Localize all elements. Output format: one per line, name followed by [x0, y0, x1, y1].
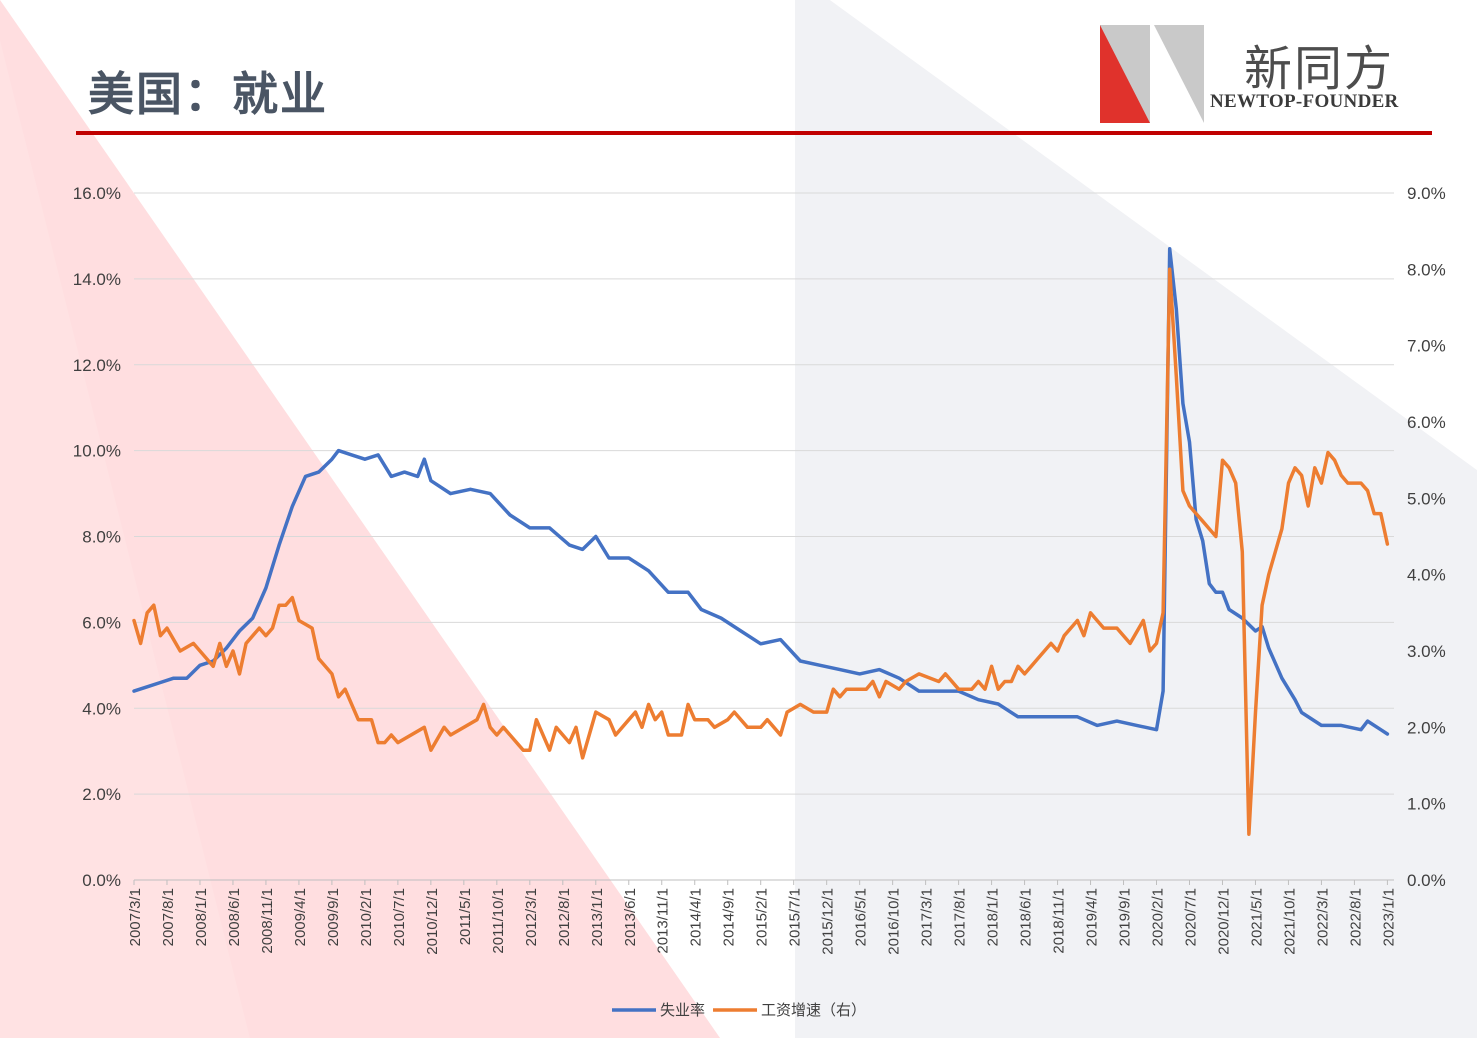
x-tick-label: 2008/6/1	[226, 888, 243, 946]
logo-chinese-name: 新同方	[1244, 41, 1395, 97]
y-right-tick-label: 3.0%	[1407, 642, 1446, 661]
x-tick-label: 2020/12/1	[1215, 888, 1232, 955]
background-grey-panel	[795, 0, 1477, 1038]
y-left-tick-label: 16.0%	[73, 184, 121, 203]
y-right-tick-label: 5.0%	[1407, 489, 1446, 508]
title-underline	[76, 131, 1432, 135]
left-y-axis: 0.0% 2.0% 4.0% 6.0% 8.0% 10.0% 12.0% 14.0% 16.0%	[73, 184, 121, 890]
x-tick-label: 2021/5/1	[1248, 888, 1265, 946]
x-tick-label: 2022/3/1	[1314, 888, 1331, 946]
x-tick-label: 2022/8/1	[1347, 888, 1364, 946]
page-title: 美国：就业	[88, 67, 328, 121]
x-tick-label: 2007/8/1	[160, 888, 177, 946]
y-right-tick-label: 4.0%	[1407, 566, 1446, 585]
y-left-tick-label: 0.0%	[82, 871, 121, 890]
x-tick-label: 2018/1/1	[985, 888, 1002, 946]
y-left-tick-label: 8.0%	[82, 528, 121, 547]
y-right-tick-label: 6.0%	[1407, 413, 1446, 432]
line-chart: 0.0% 2.0% 4.0% 6.0% 8.0% 10.0% 12.0% 14.0% 16.0%…	[73, 184, 1446, 1019]
x-tick-label: 2015/7/1	[787, 888, 804, 946]
background-white-triangle	[830, 0, 1477, 470]
y-right-tick-label: 2.0%	[1407, 718, 1446, 737]
x-tick-label: 2010/7/1	[391, 888, 408, 946]
y-right-tick-label: 0.0%	[1407, 871, 1446, 890]
chart-legend: 失业率 工资增速（右）	[612, 1001, 866, 1019]
x-tick-label: 2010/2/1	[358, 888, 375, 946]
legend-label-1: 失业率	[660, 1001, 705, 1019]
legend-label-2: 工资增速（右）	[761, 1001, 866, 1019]
y-left-tick-label: 6.0%	[82, 613, 121, 632]
series-line-2	[132, 267, 1390, 836]
y-left-tick-label: 14.0%	[73, 270, 121, 289]
x-tick-label: 2009/4/1	[292, 888, 309, 946]
x-tick-label: 2007/3/1	[127, 888, 144, 946]
y-left-tick-label: 12.0%	[73, 356, 121, 375]
background-red-shade	[0, 0, 720, 1038]
x-tick-label: 2016/10/1	[886, 888, 903, 955]
x-tick-label: 2008/11/1	[259, 888, 276, 954]
right-y-axis: 0.0% 1.0% 2.0% 3.0% 4.0% 5.0% 6.0% 7.0% 8.0% 9.0%	[1407, 184, 1446, 890]
x-tick-label: 2018/6/1	[1018, 888, 1035, 946]
x-tick-label: 2020/2/1	[1150, 888, 1167, 946]
x-tick-label: 2013/1/1	[589, 888, 606, 946]
series-line-1	[132, 247, 1390, 736]
y-right-tick-label: 9.0%	[1407, 184, 1446, 203]
x-tick-label: 2010/12/1	[424, 888, 441, 955]
series-lines	[132, 247, 1390, 836]
gridlines	[134, 192, 1394, 795]
company-logo: 新同方 NEWTOP-FOUNDER	[1098, 25, 1438, 125]
x-tick-label: 2018/11/1	[1051, 888, 1068, 954]
x-tick-label: 2019/4/1	[1084, 888, 1101, 946]
x-axis: 2007/3/1 2007/8/1 2008/1/1 2008/6/1 2008/11/…	[127, 879, 1397, 955]
x-tick-label: 2009/9/1	[325, 888, 342, 946]
x-tick-label: 2013/6/1	[622, 888, 639, 946]
logo-english-name: NEWTOP-FOUNDER	[1210, 91, 1399, 112]
x-tick-label: 2017/8/1	[952, 888, 969, 946]
y-right-tick-label: 1.0%	[1407, 795, 1446, 814]
y-right-tick-label: 8.0%	[1407, 260, 1446, 279]
x-tick-label: 2016/5/1	[853, 888, 870, 946]
x-tick-label: 2021/10/1	[1281, 888, 1298, 955]
x-tick-label: 2011/5/1	[457, 888, 474, 945]
y-left-tick-label: 10.0%	[73, 442, 121, 461]
x-tick-label: 2014/4/1	[688, 888, 705, 946]
x-tick-label: 2008/1/1	[193, 888, 210, 946]
y-right-tick-label: 7.0%	[1407, 337, 1446, 356]
x-tick-label: 2012/3/1	[523, 888, 540, 946]
x-tick-label: 2023/1/1	[1380, 888, 1397, 946]
x-tick-label: 2020/7/1	[1182, 888, 1199, 946]
x-tick-label: 2015/12/1	[820, 888, 837, 955]
logo-mark-icon	[1100, 25, 1204, 123]
y-left-tick-label: 2.0%	[82, 785, 121, 804]
background-red-wedge	[0, 0, 720, 1038]
x-tick-label: 2019/9/1	[1117, 888, 1134, 946]
y-left-tick-label: 4.0%	[82, 699, 121, 718]
x-tick-label: 2013/11/1	[655, 888, 672, 954]
x-tick-label: 2017/3/1	[919, 888, 936, 946]
x-tick-label: 2012/8/1	[556, 888, 573, 946]
x-tick-label: 2015/2/1	[754, 888, 771, 946]
x-tick-label: 2011/10/1	[490, 888, 507, 954]
x-tick-label: 2014/9/1	[721, 888, 738, 946]
